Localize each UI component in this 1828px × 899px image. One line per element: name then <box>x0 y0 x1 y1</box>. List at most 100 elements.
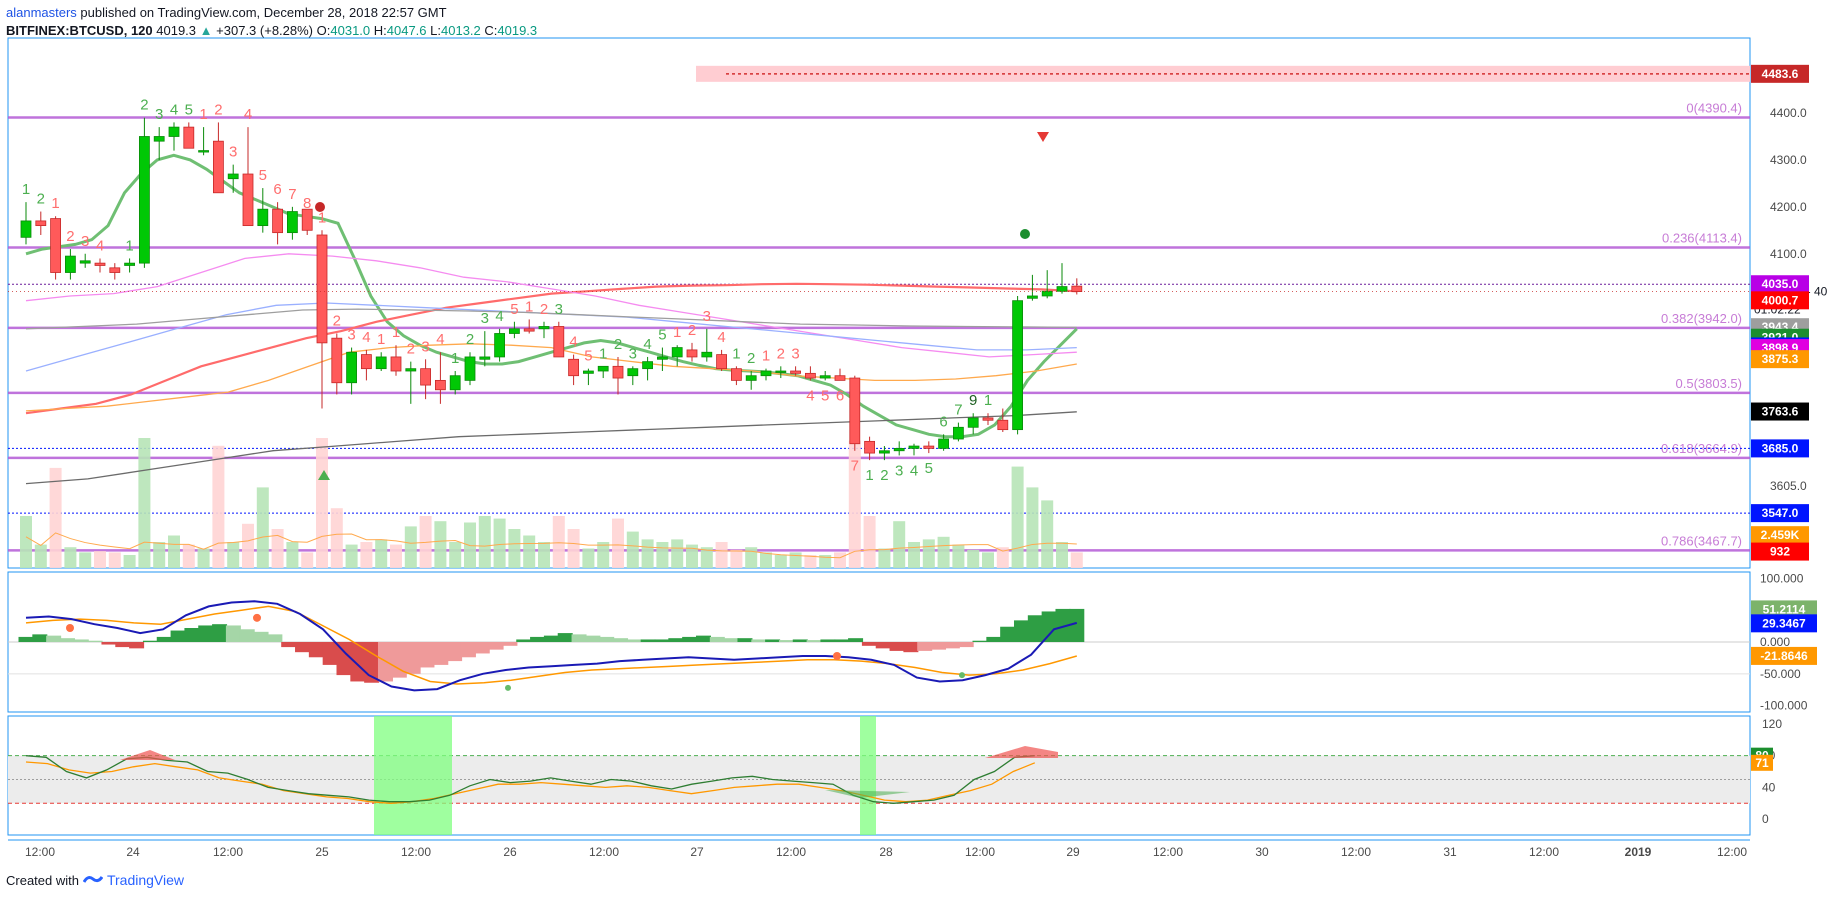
volume-bar <box>730 549 743 568</box>
last-price: 4019.3 <box>156 23 197 38</box>
candle <box>272 202 284 245</box>
volume-bar <box>834 552 846 568</box>
volume-bar <box>671 539 684 568</box>
candle <box>212 122 224 194</box>
momentum-tag-label: 51.2114 <box>1763 602 1806 616</box>
volume-bar <box>982 552 994 568</box>
momentum-histogram-bar <box>723 638 739 642</box>
candle <box>50 216 61 280</box>
candle <box>168 122 180 151</box>
momentum-histogram-bar <box>474 642 490 654</box>
time-axis-tick: 31 <box>1443 845 1457 859</box>
stochastic-k-line <box>25 755 1035 804</box>
candle-body <box>508 328 520 334</box>
stochastic-axis-tick: 120 <box>1762 717 1782 731</box>
volume-bar <box>227 542 240 568</box>
candle-body <box>375 356 387 370</box>
sequential-count-label: 1 <box>199 106 207 123</box>
candle-body <box>420 368 432 386</box>
momentum-histogram-bar <box>751 639 767 642</box>
candle <box>35 211 47 235</box>
price-tag <box>1751 275 1809 294</box>
momentum-axis-tick: 0.000 <box>1760 635 1790 649</box>
candle <box>923 441 935 454</box>
momentum-histogram-bar <box>958 642 974 648</box>
time-axis-tick: 12:00 <box>965 845 995 859</box>
volume-bar <box>626 531 639 568</box>
volume-bar <box>212 445 225 568</box>
volume-bar <box>404 526 417 568</box>
fib-level-label: 0.5(3803.5) <box>1676 376 1743 391</box>
candle-body <box>479 356 491 360</box>
volume-bar <box>700 547 713 568</box>
price-axis-tick: 4400.0 <box>1770 106 1807 120</box>
high-value: 4047.6 <box>386 23 427 38</box>
open-value: 4031.0 <box>330 23 371 38</box>
candle <box>375 352 387 372</box>
price-tag-label: 3547.0 <box>1762 506 1799 520</box>
sequential-count-label: 4 <box>170 101 178 118</box>
sequential-count-label: 6 <box>836 387 844 404</box>
sequential-count-label: 1 <box>525 298 533 315</box>
candle-body <box>138 136 150 264</box>
volume-bar <box>804 555 817 568</box>
momentum-histogram-bar <box>557 633 573 642</box>
momentum-histogram-bar <box>986 636 1002 642</box>
candle-body <box>242 173 254 227</box>
candle <box>805 366 816 381</box>
candle-body <box>168 126 180 137</box>
momentum-histogram-bar <box>543 635 559 642</box>
sequential-count-label: 9 <box>969 392 977 409</box>
candle <box>938 434 949 451</box>
candle-body <box>360 354 372 370</box>
candle <box>183 122 195 149</box>
high-label: H: <box>373 23 387 38</box>
momentum-histogram-bar <box>281 642 297 648</box>
sequential-count-label: 6 <box>939 413 947 430</box>
candle <box>464 352 476 386</box>
candle-body <box>434 379 446 391</box>
sequential-count-label: 3 <box>229 144 237 161</box>
time-axis-tick: 29 <box>1066 845 1080 859</box>
momentum-histogram-bar <box>405 642 421 674</box>
momentum-histogram-bar <box>931 642 947 650</box>
open-label: O: <box>316 23 331 38</box>
momentum-histogram-bar <box>778 640 794 642</box>
moving-average-line <box>25 308 1077 330</box>
price-tag <box>1751 64 1809 83</box>
candle-body <box>642 361 653 370</box>
candle <box>908 443 920 456</box>
momentum-histogram-bar <box>460 642 476 658</box>
volume-bar <box>538 542 550 568</box>
price-axis-tick: 4100.0 <box>1770 247 1807 261</box>
candle-body <box>834 375 846 381</box>
sequential-count-label: 4 <box>806 387 814 404</box>
candle-body <box>775 370 787 373</box>
sequential-count-label: 3 <box>629 345 637 362</box>
volume-bar <box>612 518 624 568</box>
sell-signal-arrow-icon <box>1037 132 1049 142</box>
volume-bar <box>819 555 832 568</box>
sequential-count-label: 4 <box>436 331 444 348</box>
volume-bar <box>937 536 950 568</box>
candle-body <box>731 368 742 381</box>
tradingview-brand[interactable]: TradingView <box>106 872 185 888</box>
symbol-label[interactable]: BITFINEX:BTCUSD, 120 <box>6 23 153 38</box>
volume-bar <box>908 542 920 568</box>
candle-body <box>79 260 91 264</box>
buy-signal-arrow-icon <box>318 470 330 480</box>
volume-bar <box>34 544 47 568</box>
candle-body <box>272 208 284 234</box>
sequential-count-label: 4 <box>495 308 503 325</box>
author-link[interactable]: alanmasters <box>6 5 77 20</box>
volume-bar <box>686 544 698 568</box>
momentum-histogram-bar <box>599 636 615 642</box>
moving-average-line <box>25 411 1077 485</box>
candle-body <box>257 208 269 227</box>
momentum-histogram-bar <box>142 640 158 642</box>
volume-bar <box>848 440 861 568</box>
candle-body <box>583 370 594 374</box>
momentum-histogram-bar <box>516 639 532 642</box>
candle <box>65 249 76 280</box>
